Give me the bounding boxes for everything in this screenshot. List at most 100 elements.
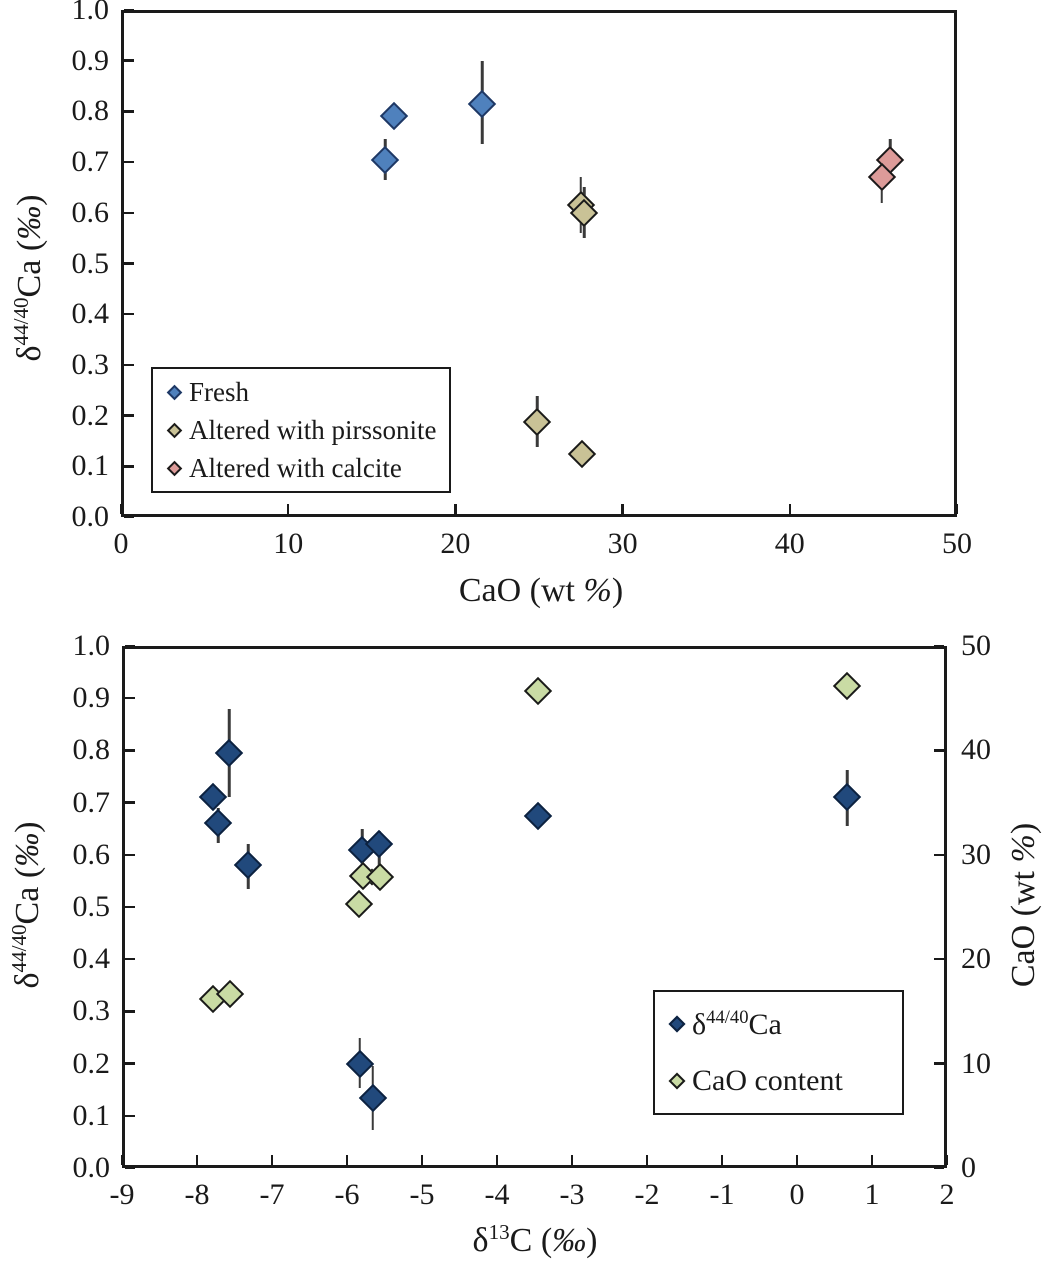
x-tick-label: 1: [864, 1178, 880, 1211]
legend-diamond-icon: [668, 1015, 686, 1033]
y-tick-label: 0.7: [72, 785, 111, 819]
y-tick-label: 0.6: [72, 837, 111, 871]
x-tick-label: 20: [440, 527, 471, 560]
right-y-tick-label: 0: [961, 1151, 976, 1184]
y-axis-tick: [124, 363, 134, 367]
legend-item: CaO content: [655, 1065, 902, 1097]
y-tick-label: 0.1: [72, 1098, 111, 1132]
y-tick-label: 0.5: [71, 246, 110, 280]
y-tick-label: 1.0: [72, 629, 111, 662]
top-plot-area: [121, 10, 957, 517]
y-tick-label: 0.3: [71, 347, 110, 381]
y-axis-tick: [125, 853, 135, 857]
y-tick-label: 0.6: [71, 195, 110, 229]
y-axis-tick: [125, 644, 135, 648]
x-axis-tick: [955, 504, 959, 514]
y-tick-label: 0.8: [71, 94, 110, 128]
y-axis-tick: [125, 801, 135, 804]
legend-item: Fresh: [153, 376, 449, 407]
bottom-plot-area: [122, 646, 947, 1168]
y-tick-label: 0.9: [72, 681, 111, 715]
y-axis-tick: [124, 59, 134, 62]
x-tick-label: -1: [709, 1178, 735, 1211]
x-axis-tick: [345, 1155, 349, 1165]
legend-label: Altered with pirssonite: [189, 414, 437, 445]
y-tick-label: 0.1: [71, 449, 110, 483]
y-axis-tick: [124, 312, 134, 316]
x-axis-tick: [720, 1155, 724, 1165]
x-axis-tick: [621, 504, 624, 514]
x-axis-tick: [119, 504, 123, 514]
x-axis-tick: [645, 1155, 649, 1165]
y-tick-label: 0.4: [71, 297, 110, 331]
x-tick-label: -6: [334, 1178, 360, 1211]
y-tick-label: 0.7: [71, 145, 110, 179]
right-y-tick-label: 10: [961, 1046, 991, 1080]
x-axis-tick: [945, 1155, 949, 1165]
legend-item: δ44/40Ca: [655, 1008, 902, 1041]
y-axis-tick: [125, 749, 135, 752]
y-tick-label: 0.8: [72, 733, 111, 767]
x-tick-label: -4: [484, 1178, 510, 1211]
bottom-y-axis-label: δ44/40Ca (‰): [7, 821, 46, 989]
y-tick-label: 0.5: [72, 890, 111, 923]
y-axis-tick: [125, 1010, 135, 1013]
y-axis-tick: [125, 957, 135, 961]
y-axis-tick: [124, 8, 134, 12]
x-tick-label: -2: [634, 1178, 660, 1211]
legend-label: Altered with calcite: [189, 452, 402, 483]
y-tick-label: 0.2: [71, 398, 110, 432]
x-tick-label: 30: [607, 527, 638, 560]
x-tick-label: -8: [184, 1178, 210, 1211]
bottom-legend: δ44/40Ca CaO content: [653, 990, 904, 1115]
legend-item: Altered with calcite: [153, 452, 449, 483]
x-tick-label: -3: [559, 1178, 585, 1211]
bottom-right-y-axis-label: CaO (wt %): [1005, 822, 1042, 988]
legend-label: CaO content: [692, 1064, 843, 1097]
x-axis-tick: [795, 1155, 799, 1165]
x-tick-label: 50: [942, 527, 972, 560]
x-axis-tick: [570, 1155, 574, 1165]
right-y-tick-label: 30: [961, 837, 991, 871]
y-axis-tick: [124, 515, 134, 519]
x-axis-tick: [195, 1155, 199, 1165]
top-x-axis-label: CaO (wt %): [458, 572, 624, 609]
x-tick-label: 2: [939, 1178, 955, 1211]
x-tick-label: -5: [409, 1178, 435, 1211]
legend-item: Altered with pirssonite: [153, 414, 449, 445]
y-axis-tick: [124, 110, 134, 113]
y-tick-label: 0.0: [72, 1151, 111, 1184]
x-axis-tick: [495, 1155, 499, 1165]
x-tick-label: 10: [273, 527, 304, 560]
y-axis-tick: [125, 696, 135, 700]
right-y-axis-tick: [934, 749, 944, 752]
right-y-axis-tick: [934, 957, 944, 961]
y-tick-label: 0.4: [72, 942, 111, 976]
legend-diamond-icon: [668, 1072, 686, 1090]
y-axis-tick: [124, 262, 134, 265]
x-axis-tick: [870, 1155, 874, 1165]
right-y-tick-label: 50: [961, 629, 991, 662]
y-tick-label: 0.9: [71, 43, 110, 77]
right-y-axis-tick: [934, 644, 944, 648]
x-axis-tick: [420, 1155, 424, 1165]
x-axis-tick: [270, 1155, 274, 1165]
y-axis-tick: [125, 1166, 135, 1170]
x-axis-tick: [286, 504, 290, 514]
legend-label: Fresh: [189, 376, 249, 407]
y-tick-label: 0.3: [72, 994, 111, 1028]
y-axis-tick: [124, 414, 134, 417]
y-axis-tick: [125, 1114, 135, 1118]
y-tick-label: 0.0: [71, 500, 110, 533]
y-axis-tick: [124, 160, 134, 164]
x-tick-label: -7: [259, 1178, 285, 1211]
right-y-axis-tick: [934, 853, 944, 857]
x-tick-label: 40: [774, 527, 805, 560]
bottom-x-axis-label: δ13C (‰): [472, 1220, 598, 1259]
y-axis-tick: [125, 1062, 135, 1065]
y-axis-tick: [124, 211, 134, 215]
x-axis-tick: [788, 504, 792, 514]
x-tick-label: -9: [109, 1178, 135, 1211]
